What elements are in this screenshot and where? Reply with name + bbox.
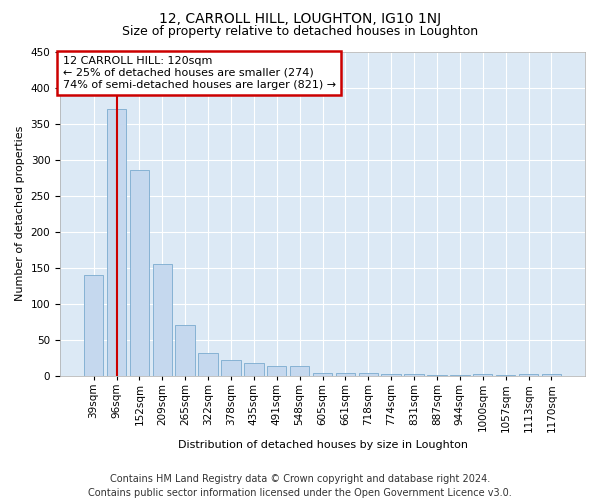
Bar <box>267 366 286 376</box>
Bar <box>335 373 355 376</box>
Bar <box>473 374 493 376</box>
Bar <box>107 109 126 376</box>
Y-axis label: Number of detached properties: Number of detached properties <box>15 126 25 302</box>
Text: Size of property relative to detached houses in Loughton: Size of property relative to detached ho… <box>122 25 478 38</box>
Bar <box>84 275 103 376</box>
Bar <box>519 374 538 376</box>
Bar <box>175 326 195 376</box>
Bar <box>290 366 310 376</box>
Bar <box>542 374 561 376</box>
Bar <box>313 373 332 376</box>
X-axis label: Distribution of detached houses by size in Loughton: Distribution of detached houses by size … <box>178 440 467 450</box>
Text: 12, CARROLL HILL, LOUGHTON, IG10 1NJ: 12, CARROLL HILL, LOUGHTON, IG10 1NJ <box>159 12 441 26</box>
Bar <box>244 363 263 376</box>
Bar <box>152 264 172 376</box>
Bar <box>359 373 378 376</box>
Text: 12 CARROLL HILL: 120sqm
← 25% of detached houses are smaller (274)
74% of semi-d: 12 CARROLL HILL: 120sqm ← 25% of detache… <box>62 56 336 90</box>
Bar <box>221 360 241 376</box>
Bar <box>382 374 401 376</box>
Bar <box>199 353 218 376</box>
Bar <box>404 374 424 376</box>
Text: Contains HM Land Registry data © Crown copyright and database right 2024.
Contai: Contains HM Land Registry data © Crown c… <box>88 474 512 498</box>
Bar <box>130 170 149 376</box>
